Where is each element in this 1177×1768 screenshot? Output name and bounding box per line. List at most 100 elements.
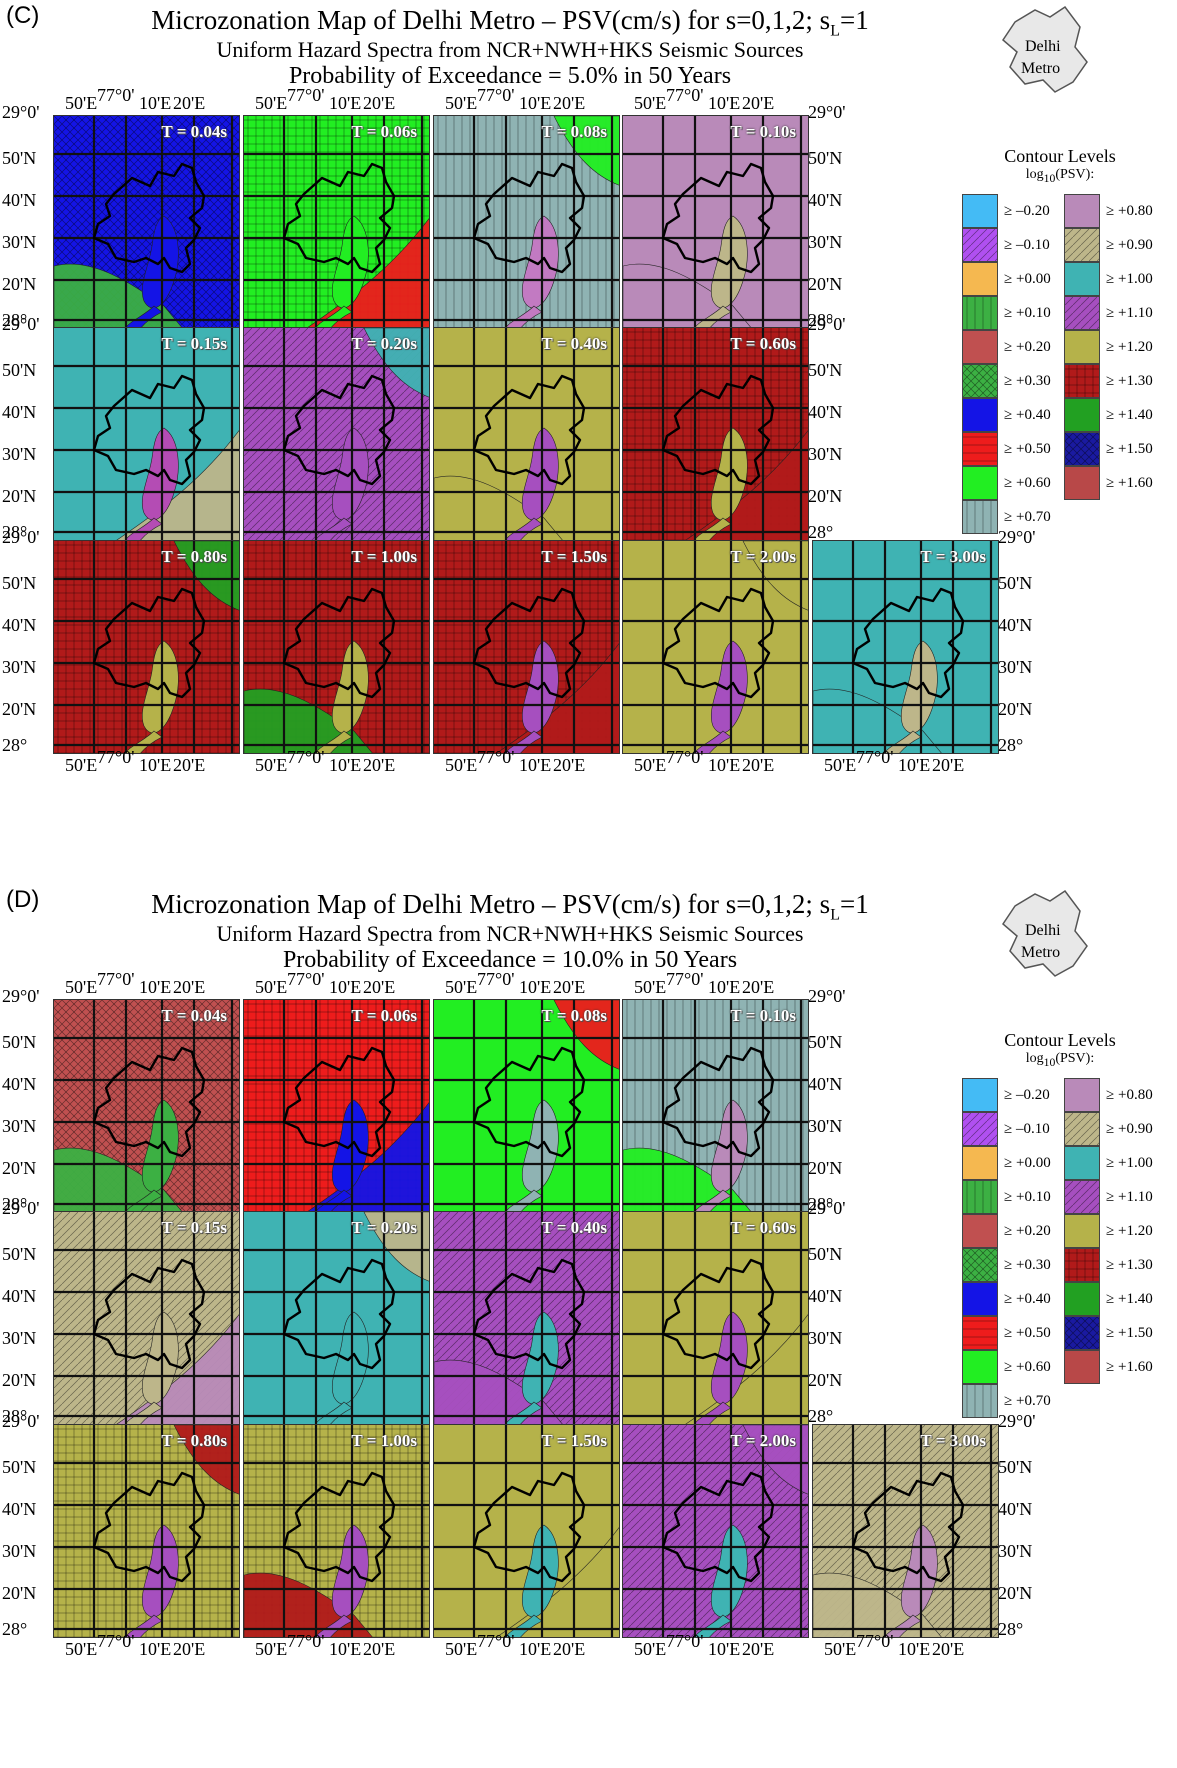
swatch-fill bbox=[963, 1317, 997, 1349]
map-panel: T = 0.40s bbox=[433, 327, 620, 541]
contour-zone-tail bbox=[315, 730, 353, 753]
latitude-label: 20'N bbox=[2, 1583, 37, 1603]
swatch-fill bbox=[1065, 1079, 1099, 1111]
legend-swatch bbox=[962, 1078, 998, 1112]
swatch-fill bbox=[963, 467, 997, 499]
legend-level-text: ≥ +0.40 bbox=[1004, 1290, 1051, 1307]
legend-heading: Contour Levels bbox=[1004, 146, 1116, 166]
legend-swatch bbox=[1064, 1112, 1100, 1146]
swatch-rect bbox=[963, 1317, 997, 1349]
longitude-label: 20'E bbox=[932, 755, 965, 775]
latitude-label: 28° bbox=[2, 1406, 28, 1426]
swatch-rect bbox=[963, 1249, 997, 1281]
swatch-fill bbox=[1065, 365, 1099, 397]
legend-level-text: ≥ +0.70 bbox=[1004, 1392, 1051, 1409]
swatch-fill bbox=[963, 1079, 997, 1111]
swatch-fill bbox=[1065, 433, 1099, 465]
map-panel: T = 3.00s bbox=[812, 540, 999, 754]
longitude-label: 77°0' bbox=[477, 85, 515, 105]
map-panel: T = 0.60s bbox=[622, 1211, 809, 1425]
swatch-rect bbox=[963, 467, 997, 499]
longitude-label: 10'E bbox=[139, 93, 172, 113]
swatch-rect bbox=[963, 263, 997, 295]
psv-map bbox=[244, 1212, 429, 1424]
latitude-label: 30'N bbox=[2, 657, 37, 677]
contour-zone-tail bbox=[694, 1614, 732, 1637]
swatch-fill bbox=[1065, 1215, 1099, 1247]
psv-map bbox=[244, 1425, 429, 1637]
inset-outline bbox=[1002, 5, 1088, 93]
legend-item: ≥ +0.90 bbox=[1064, 228, 1153, 262]
swatch-rect bbox=[963, 365, 997, 397]
psv-map bbox=[623, 328, 808, 540]
longitude-label: 20'E bbox=[553, 755, 586, 775]
legend-level-text: ≥ +0.80 bbox=[1106, 202, 1153, 219]
latitude-label: 50'N bbox=[2, 1032, 37, 1052]
figure-label: (C) bbox=[6, 2, 40, 29]
longitude-label: 50'E bbox=[445, 755, 478, 775]
legend-swatch bbox=[1064, 194, 1100, 228]
legend-unit: log10(PSV): bbox=[980, 167, 1140, 185]
longitude-label: 10'E bbox=[329, 93, 362, 113]
legend-level-text: ≥ –0.20 bbox=[1004, 1086, 1050, 1103]
period-label: T = 0.80s bbox=[161, 547, 227, 566]
longitude-label: 10'E bbox=[329, 977, 362, 997]
swatch-fill bbox=[1065, 263, 1099, 295]
swatch-rect bbox=[1065, 331, 1099, 363]
map-panel: T = 0.40s bbox=[433, 1211, 620, 1425]
longitude-label: 10'E bbox=[329, 1639, 362, 1659]
latitude-label: 29°0' bbox=[808, 1198, 846, 1218]
swatch-fill bbox=[1065, 229, 1099, 261]
psv-map bbox=[54, 116, 239, 328]
period-label: T = 0.40s bbox=[541, 334, 607, 353]
contour-zone-tail bbox=[884, 1614, 922, 1637]
legend-title: Contour Levels log10(PSV): bbox=[980, 146, 1140, 185]
contour-zone-tail bbox=[694, 730, 732, 753]
legend-item: ≥ +1.00 bbox=[1064, 1146, 1153, 1180]
longitude-label: 77°0' bbox=[666, 85, 704, 105]
legend-level-text: ≥ +1.60 bbox=[1106, 1358, 1153, 1375]
latitude-label: 30'N bbox=[808, 1116, 843, 1136]
legend-item: ≥ +1.50 bbox=[1064, 432, 1153, 466]
legend-level-text: ≥ +1.10 bbox=[1106, 304, 1153, 321]
latitude-label: 40'N bbox=[2, 1286, 37, 1306]
period-label: T = 3.00s bbox=[920, 547, 986, 566]
swatch-rect bbox=[1065, 365, 1099, 397]
swatch-rect bbox=[963, 399, 997, 431]
longitude-label: 10'E bbox=[519, 755, 552, 775]
legend-item: ≥ +1.20 bbox=[1064, 1214, 1153, 1248]
psv-map bbox=[244, 541, 429, 753]
contour-zone-tail bbox=[505, 517, 543, 540]
figure-panel-d: (D) Microzonation Map of Delhi Metro – PS… bbox=[0, 884, 1177, 1768]
swatch-rect bbox=[963, 1113, 997, 1145]
longitude-label: 50'E bbox=[65, 977, 98, 997]
swatch-fill bbox=[963, 1351, 997, 1383]
legend-item: ≥ +0.70 bbox=[962, 1384, 1051, 1418]
legend-title: Contour Levels log10(PSV): bbox=[980, 1030, 1140, 1069]
legend-item: ≥ +1.10 bbox=[1064, 296, 1153, 330]
contour-zone-tail bbox=[505, 1189, 543, 1212]
psv-map bbox=[54, 1425, 239, 1637]
legend-level-text: ≥ +0.60 bbox=[1004, 1358, 1051, 1375]
longitude-label: 50'E bbox=[634, 93, 667, 113]
longitude-label: 77°0' bbox=[97, 747, 135, 767]
contour-zone-tail bbox=[125, 305, 163, 328]
legend-swatch bbox=[962, 1248, 998, 1282]
swatch-fill bbox=[1065, 1113, 1099, 1145]
delhi-boundary bbox=[472, 587, 586, 699]
contour-zone-tail bbox=[315, 517, 353, 540]
longitude-label: 50'E bbox=[65, 93, 98, 113]
longitude-label: 10'E bbox=[898, 755, 931, 775]
map-panel: T = 2.00s bbox=[622, 540, 809, 754]
legend-level-text: ≥ +1.30 bbox=[1106, 372, 1153, 389]
latitude-label: 20'N bbox=[808, 1158, 843, 1178]
swatch-fill bbox=[1065, 1249, 1099, 1281]
latitude-label: 40'N bbox=[2, 1499, 37, 1519]
delhi-boundary bbox=[851, 587, 965, 699]
swatch-fill bbox=[963, 229, 997, 261]
legend-item: ≥ +0.10 bbox=[962, 1180, 1051, 1214]
delhi-boundary bbox=[282, 1046, 396, 1158]
contour-region bbox=[173, 541, 239, 611]
swatch-fill bbox=[963, 365, 997, 397]
psv-map bbox=[434, 328, 619, 540]
